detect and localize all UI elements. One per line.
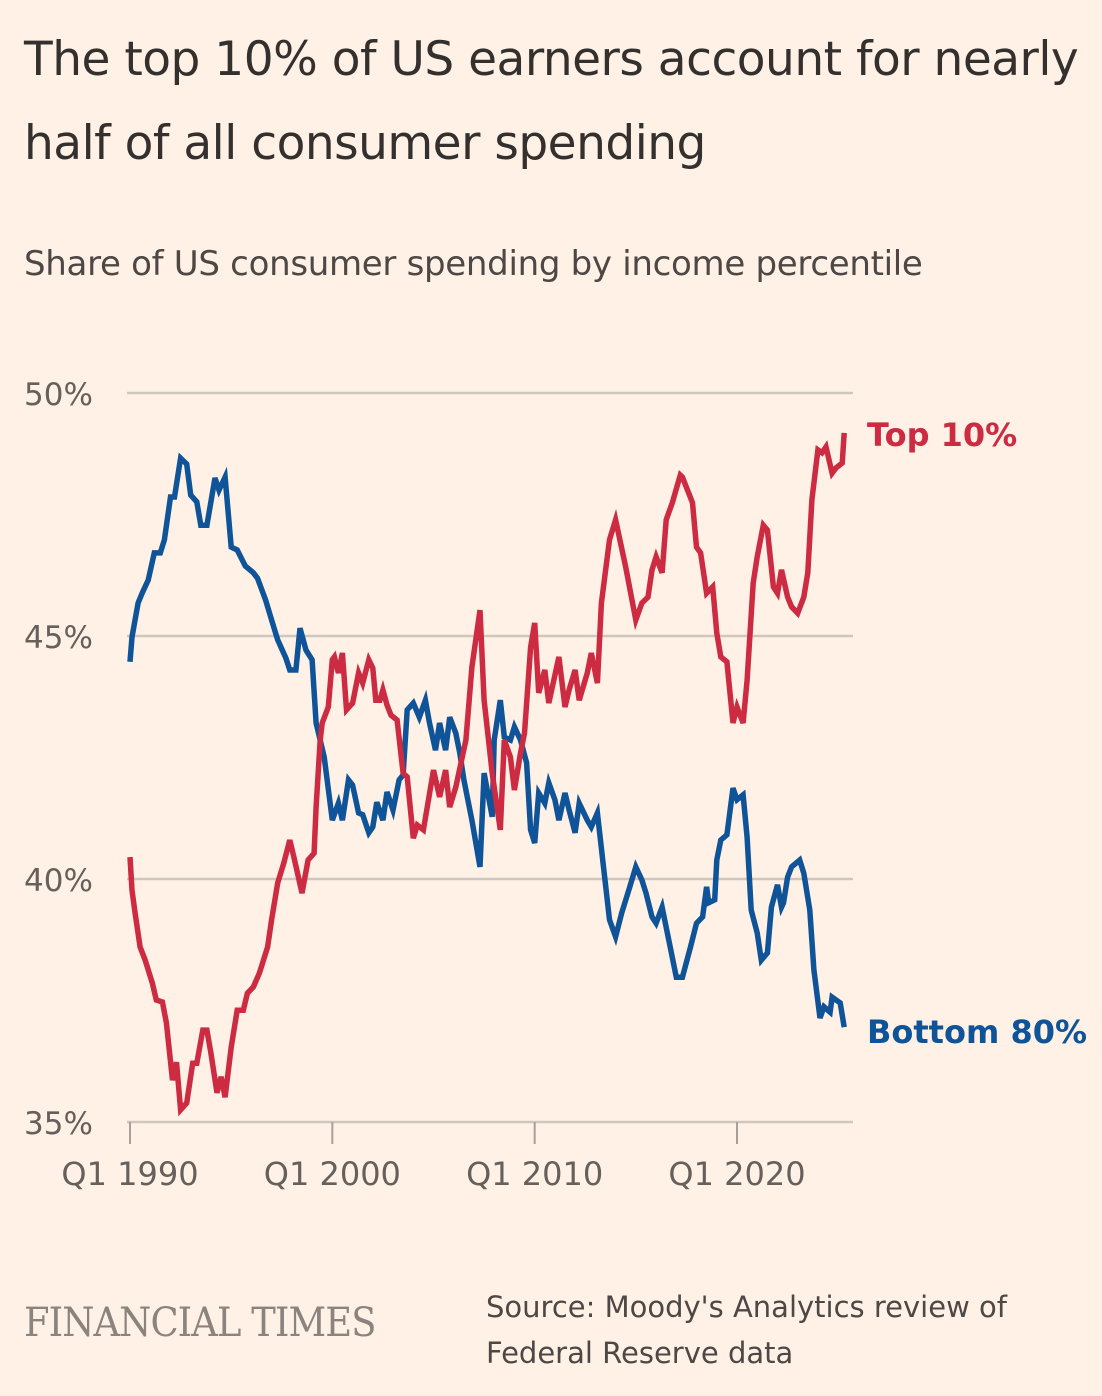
x-tick-label: Q1 1990 [61, 1155, 198, 1193]
x-tick-label: Q1 2000 [264, 1155, 401, 1193]
legend-label-bottom-80: Bottom 80% [867, 1013, 1087, 1051]
legend-labels: Top 10% Bottom 80% [867, 416, 1087, 1051]
chart-title: The top 10% of US earners account for ne… [24, 32, 1079, 171]
legend-label-top-10: Top 10% [867, 416, 1017, 454]
source-note: Source: Moody's Analytics review of Fede… [486, 1290, 1007, 1370]
series-line-bottom-80 [127, 452, 847, 1028]
x-axis: Q1 1990 Q1 2000 Q1 2010 Q1 2020 [61, 1122, 806, 1193]
y-axis: 50% 45% 40% 35% [24, 377, 93, 1142]
series-lines [127, 432, 847, 1117]
chart-subtitle: Share of US consumer spending by income … [24, 244, 923, 284]
y-tick-label: 50% [24, 377, 93, 413]
x-tick-label: Q1 2010 [466, 1155, 603, 1193]
x-tick-label: Q1 2020 [668, 1155, 805, 1193]
y-tick-label: 40% [24, 863, 93, 899]
gridlines [127, 391, 853, 1124]
ft-logo: FINANCIAL TIMES [24, 1300, 376, 1346]
y-tick-label: 45% [24, 620, 93, 656]
series-line-top-10 [127, 432, 847, 1117]
y-tick-label: 35% [24, 1106, 93, 1142]
